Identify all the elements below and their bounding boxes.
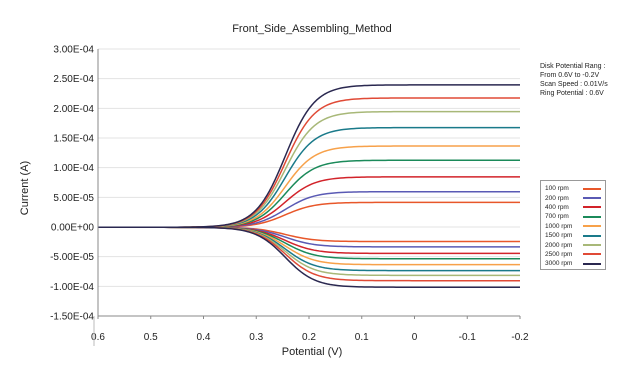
legend-label: 3000 rpm [545,260,573,268]
legend-item: 1000 rpm [545,222,601,231]
axes: 3.00E-04 2.50E-04 2.00E-04 1.50E-04 1.00E-04… [50,45,529,346]
disk-current-line [98,97,520,229]
legend-label: 2000 rpm [545,241,573,249]
legend-swatch [583,225,601,228]
legend-swatch [583,253,601,256]
ring-current-line [98,226,520,255]
disk-current-line [98,145,520,229]
legend-item: 2000 rpm [545,240,601,249]
y-tick-label: 5.00E-05 [53,193,94,204]
legend-label: 1500 rpm [545,232,573,240]
y-tick-label: 1.50E-04 [53,134,94,145]
legend-item: 2500 rpm [545,250,601,259]
annotation-box: Disk Potential Rang : From 0.6V to -0.2V S… [540,62,622,98]
legend-swatch [583,187,601,190]
legend-swatch [583,234,601,237]
y-tick-label: -5.00E-05 [50,252,94,263]
y-tick-label: 1.00E-04 [53,163,94,174]
legend-label: 200 rpm [545,194,569,202]
x-tick-label: 0 [412,332,418,343]
ring-current-line [98,226,520,288]
legend-swatch [583,197,601,200]
legend: 100 rpm 200 rpm 400 rpm 700 rpm 1000 rpm 1500… [540,180,606,270]
legend-item: 1500 rpm [545,231,601,240]
annotation-line: Ring Potential : 0.6V [540,90,604,97]
annotation-line: Disk Potential Rang : [540,63,606,70]
y-tick-label: 0.00E+00 [51,223,95,234]
legend-label: 400 rpm [545,203,569,211]
x-tick-label: 0.5 [144,332,158,343]
disk-current-line [98,159,520,229]
legend-item: 200 rpm [545,193,601,202]
ring-current-line [98,226,520,248]
ring-current-line [98,226,520,243]
y-tick-label: 2.00E-04 [53,104,94,115]
legend-swatch [583,215,601,218]
x-tick-label: 0.4 [197,332,211,343]
disk-current-line [98,201,520,229]
legend-item: 700 rpm [545,212,601,221]
legend-swatch [583,206,601,209]
y-tick-label: -1.00E-04 [50,282,94,293]
y-tick-label: 3.00E-04 [53,45,94,56]
legend-item: 100 rpm [545,184,601,193]
x-tick-label: -0.1 [459,332,477,343]
legend-swatch [583,262,601,265]
legend-item: 3000 rpm [545,259,601,268]
x-axis-title: Potential (V) [282,346,343,358]
legend-label: 2500 rpm [545,250,573,258]
y-axis-title: Current (A) [19,161,31,215]
legend-label: 700 rpm [545,213,569,221]
legend-label: 1000 rpm [545,222,573,230]
annotation-line: Scan Speed : 0.01V/s [540,81,608,88]
legend-label: 100 rpm [545,185,569,193]
ring-current-line [98,226,520,277]
legend-swatch [583,244,601,247]
series-group [98,84,520,288]
y-tick-label: -1.50E-04 [50,312,94,323]
x-tick-label: 0.6 [91,332,105,343]
chart-title: Front_Side_Assembling_Method [232,23,392,35]
y-tick-label: 2.50E-04 [53,74,94,85]
x-tick-label: -0.2 [511,332,529,343]
x-tick-label: 0.2 [302,332,316,343]
disk-current-line [98,110,520,229]
x-tick-label: 0.3 [249,332,263,343]
annotation-line: From 0.6V to -0.2V [540,72,600,79]
legend-item: 400 rpm [545,203,601,212]
x-tick-label: 0.1 [355,332,369,343]
